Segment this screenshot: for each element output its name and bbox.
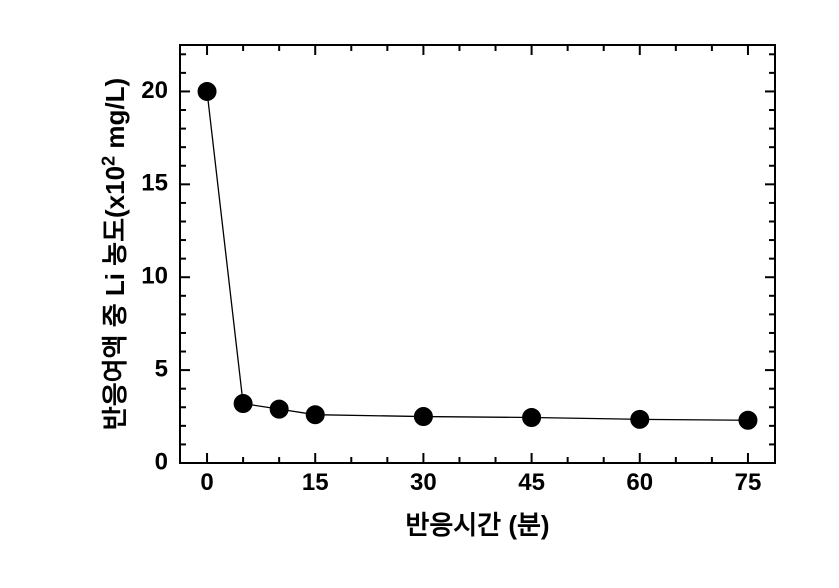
y-tick-label: 10 — [141, 263, 168, 290]
data-point — [739, 411, 757, 429]
x-tick-label: 60 — [626, 469, 653, 496]
y-tick-label: 0 — [155, 448, 168, 475]
data-point — [523, 408, 541, 426]
x-tick-label: 75 — [735, 469, 762, 496]
data-point — [631, 410, 649, 428]
y-tick-label: 20 — [141, 77, 168, 104]
data-point — [414, 408, 432, 426]
y-tick-label: 5 — [155, 355, 168, 382]
x-tick-label: 45 — [518, 469, 545, 496]
data-point — [270, 400, 288, 418]
x-tick-label: 30 — [410, 469, 437, 496]
chart-container: 0 15 30 45 60 75 0 5 10 15 20 반응시간 (분) 반응여액 중 Li 농… — [0, 0, 839, 588]
data-point — [306, 406, 324, 424]
x-tick-label: 0 — [200, 469, 213, 496]
x-tick-label: 15 — [302, 469, 329, 496]
y-axis-label: 반응여액 중 Li 농도(x102 mg/L) — [95, 45, 132, 463]
data-point — [198, 82, 216, 100]
y-tick-label: 15 — [141, 170, 168, 197]
data-point — [234, 395, 252, 413]
x-axis-label: 반응시간 (분) — [358, 505, 598, 542]
